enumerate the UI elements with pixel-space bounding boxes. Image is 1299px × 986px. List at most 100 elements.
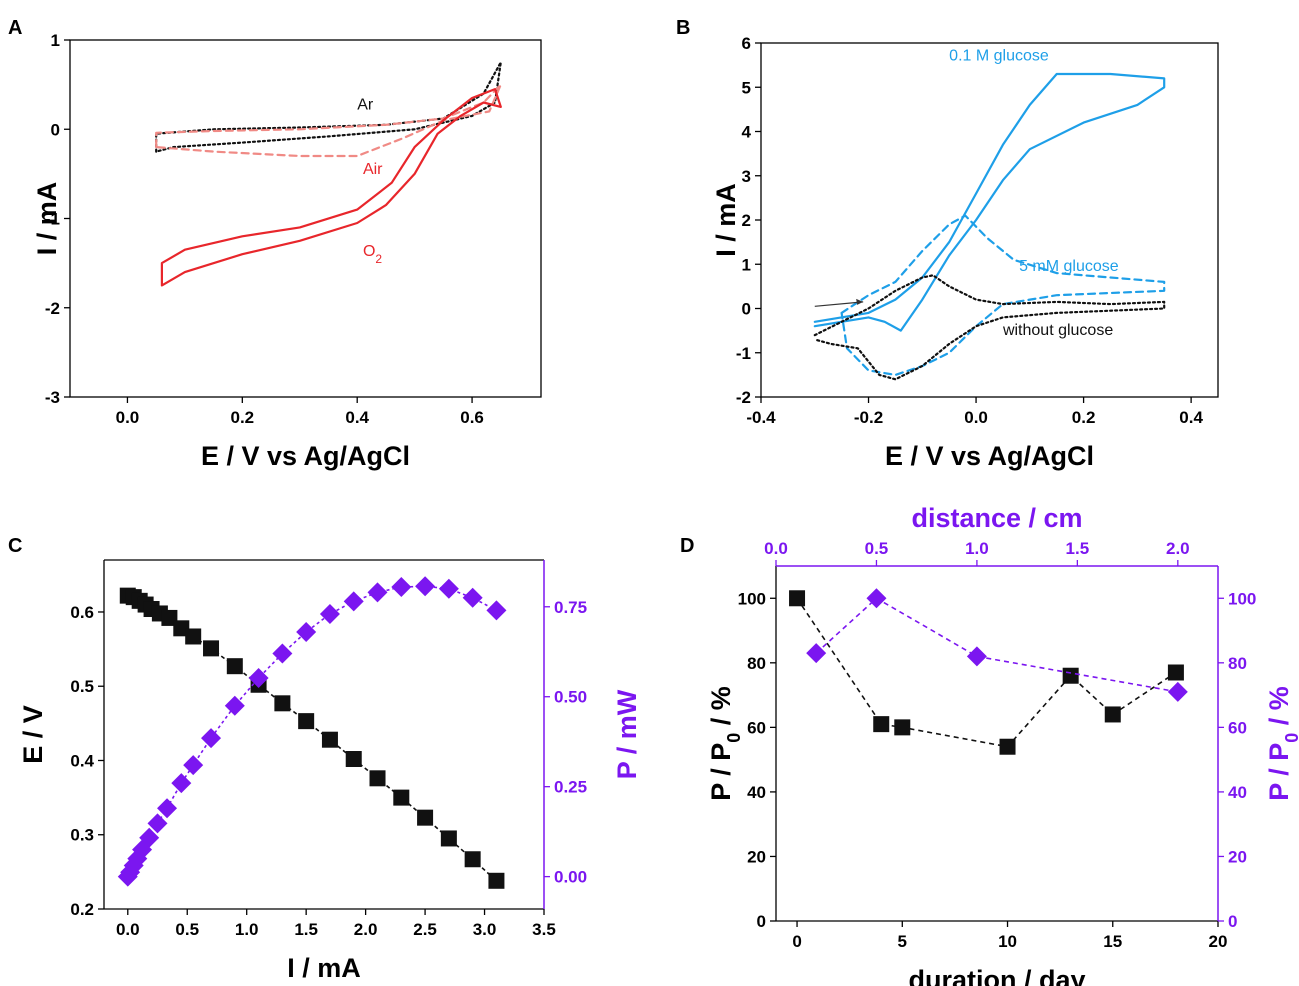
chart-b: -0.4 -0.2 0.0 0.2 0.4 -2 -1 0 1 2 3 4 5 6 E / V vs Ag/… [711,34,1219,471]
annotation-label: Ar [357,97,374,114]
series-p-point [296,621,317,642]
x2-axis-title: distance / cm [911,503,1082,533]
y2-tick-label: 40 [1228,783,1247,802]
y-tick-label: 0.2 [70,900,94,919]
x-axis-title: E / V vs Ag/AgCl [201,441,410,471]
y2-tick-label: 80 [1228,654,1247,673]
y2-tick-label: 0.00 [554,868,587,887]
chart-a: 0.0 0.2 0.4 0.6 -3 -2 -1 0 1 E / V vs Ag/AgCl I / … [32,31,542,471]
x-tick-label: 0.0 [116,920,140,939]
y-tick-label: 3 [742,167,751,186]
x-tick-label: 0.0 [964,408,988,427]
series-duration-point [1167,664,1184,681]
y-tick-label: 1 [742,255,751,274]
y-tick-label: -3 [45,388,60,407]
series-p-point [183,755,204,776]
series-p-point [157,798,178,819]
y2-tick-label: 20 [1228,847,1247,866]
series-p-point [438,578,459,599]
y2-axis-title: P / P0 / % [1264,686,1299,801]
y-tick-label: -1 [45,210,60,229]
y2-tick-label: 100 [1228,589,1256,608]
y-tick-label: 1 [51,31,60,50]
series-e-point [274,695,291,712]
series-p-point [462,587,483,608]
x-tick-label: 20 [1209,932,1228,951]
x-tick-label: 3.5 [532,920,556,939]
series-e-point [345,751,362,768]
series-duration-point [999,738,1016,755]
series-duration-point [1062,667,1079,684]
series-p-point [139,827,160,848]
y-axis-title: I / mA [711,183,741,257]
y-axis-title: I / mA [32,182,62,256]
chart-c: 0.0 0.5 1.0 1.5 2.0 2.5 3.0 3.5 0.2 0.3 0.4 0.5 0.6 0… [18,559,642,983]
y-tick-label: 0.3 [70,826,94,845]
series-p-point [248,668,269,689]
x-tick-label: -0.2 [854,408,883,427]
y2-tick-label: 0.75 [554,598,587,617]
series-p-point [171,773,192,794]
series-ar-line [155,61,502,153]
series-p-point [147,813,168,834]
y2-tick-label: 60 [1228,718,1247,737]
x-tick-label: 5 [898,932,907,951]
chart-d: 0 5 10 15 200.0 0.5 1.0 1.5 2.002040608010002040… [706,503,1299,986]
y-axis-title: P / P0 / % [706,686,744,801]
x-tick-label: 2.0 [354,920,378,939]
x-tick-label: 0.2 [1072,408,1096,427]
annotation-label: 0.1 M glucose [949,48,1049,65]
series-p-point [343,591,364,612]
series-distance-point [806,643,827,664]
series-e-point [440,830,457,847]
series-p-point [367,582,388,603]
x-tick-label: 0.0 [116,408,140,427]
x-tick-label: -0.4 [746,408,776,427]
series-p-point [415,576,436,597]
series-duration-point [1104,706,1121,723]
x-tick-label: 3.0 [473,920,497,939]
y-tick-label: 0 [757,912,766,931]
annotation-label: O2 [363,243,382,266]
series-e-point [298,713,315,730]
series-e-point [417,809,434,826]
y-tick-label: 0 [51,120,60,139]
series-p-point [391,576,412,597]
series-distance-connector [815,597,1178,693]
y2-tick-label: 0.25 [554,778,587,797]
panel-label-d: D [680,535,694,557]
x-tick-label: 2.5 [413,920,437,939]
y-tick-label: 100 [738,589,766,608]
x2-tick-label: 0.0 [764,539,788,558]
y2-tick-label: 0.50 [554,688,587,707]
x-axis-title: E / V vs Ag/AgCl [885,441,1094,471]
annotation-label: 5 mM glucose [1019,258,1119,275]
series-e-point [369,770,386,787]
x-tick-label: 0.6 [460,408,484,427]
y-tick-label: -1 [736,344,751,363]
x-tick-label: 0.5 [175,920,199,939]
series-p-point [319,603,340,624]
x2-tick-label: 1.0 [965,539,989,558]
panel-label-b: B [676,17,690,39]
panel-label-a: A [8,17,22,39]
x2-tick-label: 0.5 [865,539,889,558]
series-p-point [272,643,293,664]
y-tick-label: 5 [742,78,751,97]
scan-arrow-line [814,301,864,307]
y-tick-label: -2 [736,388,751,407]
series-e-point [185,628,202,645]
x-tick-label: 15 [1103,932,1122,951]
series-o2-line [160,88,502,287]
annotation-label: without glucose [1002,322,1113,339]
series-e-point [464,851,481,868]
y-tick-label: 0 [742,300,751,319]
series-distance-point [966,646,987,667]
y-tick-label: 4 [742,123,752,142]
x2-tick-label: 2.0 [1166,539,1190,558]
y-tick-label: 40 [747,783,766,802]
x2-tick-label: 1.5 [1066,539,1090,558]
x-tick-label: 1.0 [235,920,259,939]
series-e-point [321,731,338,748]
